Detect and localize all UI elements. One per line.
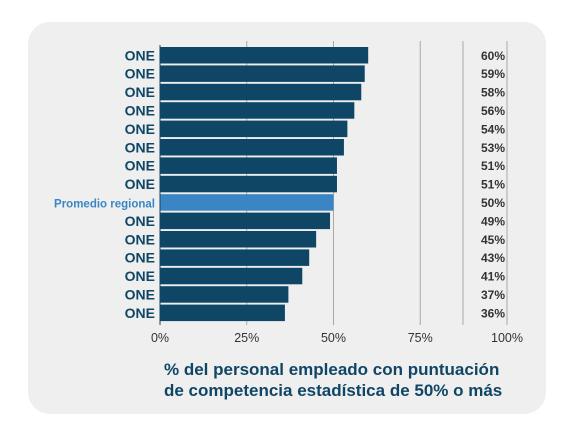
- bar: [160, 212, 331, 230]
- x-tick-label: 75%: [408, 331, 433, 345]
- category-label: Promedio regional: [54, 198, 155, 210]
- value-label: 51%: [481, 178, 505, 192]
- category-label: ONE: [125, 268, 155, 284]
- x-tick-label: 0%: [151, 331, 169, 345]
- value-label: 41%: [481, 270, 505, 284]
- bar: [160, 231, 317, 248]
- value-label: 59%: [481, 67, 505, 81]
- bar: [160, 102, 355, 119]
- value-label: 49%: [481, 214, 505, 228]
- x-tick-label: 50%: [321, 331, 346, 345]
- x-axis-title: % del personal empleado con puntuación d…: [164, 359, 524, 401]
- value-label: 36%: [481, 306, 505, 320]
- x-axis-title-line-1: % del personal empleado con puntuación: [164, 360, 500, 379]
- bar: [160, 120, 348, 138]
- category-label: ONE: [125, 66, 155, 82]
- category-label: ONE: [125, 139, 155, 155]
- category-label: ONE: [125, 305, 155, 321]
- value-label: 37%: [481, 288, 505, 302]
- category-label: ONE: [125, 84, 155, 100]
- bar: [160, 267, 303, 285]
- value-label: 60%: [481, 49, 505, 63]
- bar: [160, 194, 334, 211]
- category-label: ONE: [125, 213, 155, 229]
- category-label: ONE: [125, 47, 155, 63]
- value-label: 54%: [481, 122, 505, 136]
- x-tick-label: 100%: [491, 331, 523, 345]
- category-label: ONE: [125, 176, 155, 192]
- value-label: 53%: [481, 141, 505, 155]
- value-label: 51%: [481, 159, 505, 173]
- bar: [160, 249, 310, 266]
- bar: [160, 286, 289, 303]
- bar: [160, 83, 362, 101]
- category-label: ONE: [125, 158, 155, 174]
- bar: [160, 304, 285, 322]
- bar: [160, 175, 337, 193]
- category-label: ONE: [125, 102, 155, 118]
- value-label: 58%: [481, 86, 505, 100]
- bar: [160, 47, 369, 64]
- category-label: ONE: [125, 231, 155, 247]
- category-label: ONE: [125, 121, 155, 137]
- x-axis-title-line-2: de competencia estadística de 50% o más: [164, 381, 503, 400]
- value-label: 56%: [481, 104, 505, 118]
- x-tick-label: 25%: [234, 331, 259, 345]
- bar: [160, 139, 344, 156]
- bar: [160, 65, 365, 82]
- bar: [160, 157, 337, 174]
- value-label: 50%: [481, 196, 505, 210]
- value-label: 43%: [481, 251, 505, 265]
- category-label: ONE: [125, 250, 155, 266]
- value-label: 45%: [481, 233, 505, 247]
- category-label: ONE: [125, 286, 155, 302]
